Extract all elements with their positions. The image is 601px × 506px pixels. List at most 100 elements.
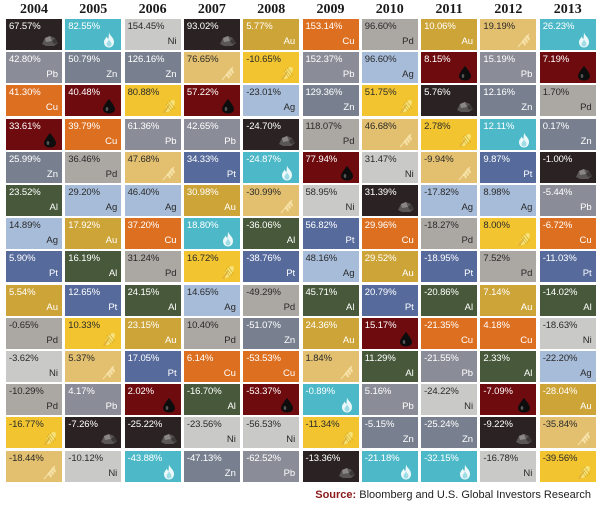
cell-2011-pt: -18.95% Pt <box>421 251 478 283</box>
cell-2011-al: -20.86% Al <box>421 284 478 316</box>
cell-2012-wheat: 19.19% <box>480 19 537 50</box>
cell-2006-au: 23.15% Au <box>124 317 181 349</box>
return-value: -11.03% <box>542 253 577 265</box>
cell-2006-ag: 46.40% Ag <box>124 185 181 216</box>
cell-2012-cu: 4.18% Cu <box>480 317 537 349</box>
return-value: 96.60% <box>364 54 397 66</box>
element-symbol: Pt <box>345 235 355 247</box>
element-symbol: Ni <box>167 36 177 47</box>
return-value: -11.34% <box>305 419 340 431</box>
element-symbol: Pb <box>46 69 58 81</box>
cell-2012-al: 2.33% Al <box>480 351 537 382</box>
cell-2010-coal: 31.39% <box>361 185 418 216</box>
return-value: 29.96% <box>364 220 397 232</box>
cell-2004-cu: 41.30% Cu <box>6 85 62 117</box>
corn-ear-icon <box>337 430 357 446</box>
return-value: 31.47% <box>364 153 397 165</box>
year-header-2008: 2008 <box>257 2 286 17</box>
cell-2009-gas: -0.89% <box>302 384 359 416</box>
cell-2010-pt: 20.79% Pt <box>361 284 418 316</box>
corn-ear-icon <box>159 98 179 114</box>
return-value: 25.99% <box>9 153 41 165</box>
return-value: -7.26% <box>68 419 98 431</box>
cell-2009-ag: 48.16% Ag <box>302 251 359 283</box>
return-value: 12.16% <box>483 87 516 99</box>
cell-2004-pd: -10.29% Pd <box>6 384 62 416</box>
return-value: -43.88% <box>127 452 163 464</box>
cell-2005-cu: 39.79% Cu <box>65 118 122 150</box>
cell-2013-corn: -39.56% <box>539 450 596 482</box>
return-value: 17.92% <box>68 220 100 232</box>
element-symbol: Cu <box>45 102 58 114</box>
return-value: -6.72% <box>542 220 573 232</box>
return-value: 48.16% <box>305 253 338 265</box>
return-value: 5.37% <box>68 353 95 364</box>
return-value: 37.20% <box>127 220 160 232</box>
return-value: 46.40% <box>127 187 160 198</box>
return-value: 58.95% <box>305 187 338 198</box>
cell-2004-pt: 5.90% Pt <box>6 251 62 283</box>
cell-2007-al: -16.70% Al <box>183 384 240 416</box>
return-value: -1.00% <box>542 153 573 165</box>
return-value: -24.22% <box>424 386 459 398</box>
cell-2012-pt: 9.87% Pt <box>480 151 537 183</box>
element-symbol: Au <box>342 334 355 346</box>
coal-lump-icon <box>159 430 179 446</box>
cell-2006-zn: 126.16% Zn <box>124 52 181 84</box>
return-value: -25.24% <box>424 419 459 431</box>
element-symbol: Cu <box>401 235 414 247</box>
cell-2012-ag: 8.98% Ag <box>480 185 537 216</box>
element-symbol: Ni <box>108 467 118 479</box>
return-value: 4.17% <box>68 386 95 398</box>
return-value: -16.77% <box>9 419 44 431</box>
year-header-2004: 2004 <box>20 2 48 17</box>
element-symbol: Pt <box>49 268 58 280</box>
element-symbol: Pd <box>461 235 474 247</box>
return-value: 20.79% <box>364 286 397 298</box>
cell-2007-ni: -23.56% Ni <box>183 417 240 449</box>
cell-2004-wheat: -18.44% <box>6 450 62 482</box>
return-value: 5.54% <box>9 286 36 298</box>
cell-2007-wheat: 76.65% <box>183 52 240 84</box>
return-value: -10.29% <box>9 386 44 398</box>
cell-2009-pt: 56.82% Pt <box>302 218 359 250</box>
cell-2006-corn: 80.88% <box>124 85 181 117</box>
return-value: 50.79% <box>68 54 100 66</box>
return-value: -13.36% <box>305 452 341 464</box>
return-value: 154.45% <box>127 21 165 32</box>
wheat-stalk-icon <box>337 364 357 380</box>
cell-2009-al: 45.71% Al <box>302 284 359 316</box>
return-value: 29.20% <box>68 187 100 198</box>
element-symbol: Pd <box>283 301 296 313</box>
cell-2004-ag: 14.89% Ag <box>6 218 62 250</box>
cell-2009-au: 24.36% Au <box>302 317 359 349</box>
return-value: 96.60% <box>364 21 397 32</box>
gas-flame-icon <box>337 397 357 413</box>
return-value: 33.61% <box>9 120 41 132</box>
gas-flame-icon <box>514 132 534 148</box>
cell-2010-al: 11.29% Al <box>361 351 418 382</box>
element-symbol: Al <box>405 368 414 379</box>
return-value: 2.33% <box>483 353 510 364</box>
cell-2005-corn: 10.33% <box>65 317 122 349</box>
element-symbol: Pb <box>580 202 592 213</box>
return-value: 93.02% <box>186 21 219 32</box>
cell-2013-al: -14.02% Al <box>539 284 596 316</box>
cell-2005-ni: -10.12% Ni <box>65 450 122 482</box>
cell-2012-gas: 12.11% <box>480 118 537 150</box>
cell-2011-zn: -25.24% Zn <box>421 417 478 449</box>
cell-2010-au: 29.52% Au <box>361 251 418 283</box>
return-value: 12.11% <box>483 120 515 132</box>
cell-2012-coal: -9.22% <box>480 417 537 449</box>
element-symbol: Ag <box>402 69 414 81</box>
return-value: -24.70% <box>246 120 281 132</box>
cell-2010-pb: 5.16% Pb <box>361 384 418 416</box>
cell-2007-gas: 18.80% <box>183 218 240 250</box>
cell-2006-al: 24.15% Al <box>124 284 181 316</box>
element-symbol: Ni <box>345 202 355 213</box>
element-symbol: Pd <box>164 268 177 280</box>
cell-2010-oil: 15.17% <box>361 317 418 349</box>
return-value: 5.76% <box>424 87 451 99</box>
cell-2005-pt: 12.65% Pt <box>65 284 122 316</box>
coal-lump-icon <box>99 430 119 446</box>
